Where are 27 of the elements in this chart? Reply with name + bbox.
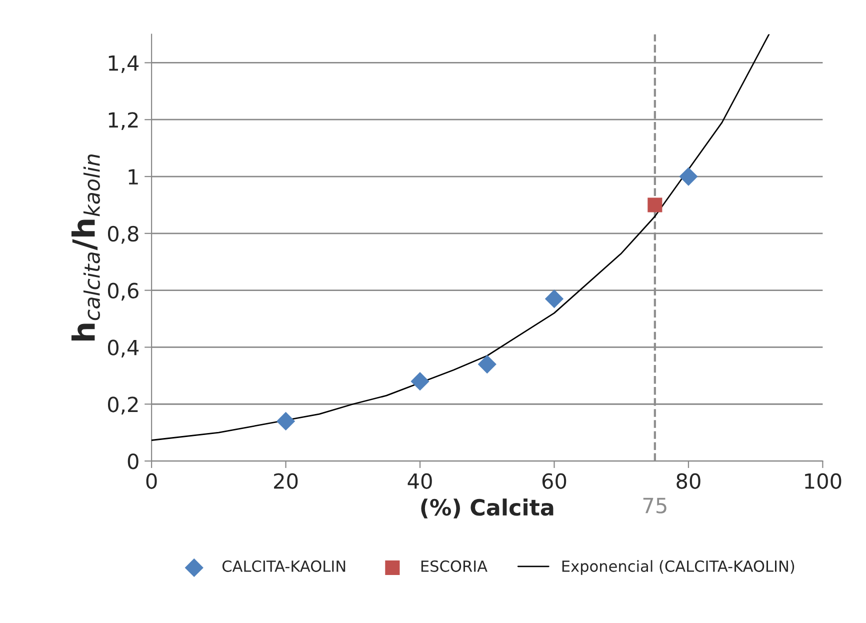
- y-axis-title: h$_{calcita}$/h$_{kaolin}$: [71, 154, 100, 341]
- ref-line-label: 75: [643, 498, 666, 514]
- x-tick-label: 20: [274, 473, 298, 489]
- y-tick-label: 0,2: [108, 396, 138, 414]
- line-series: [152, 34, 770, 441]
- y-tick-label: 0,6: [108, 282, 138, 301]
- x-tick-label: 80: [676, 473, 700, 489]
- y-tick-label: 1,4: [108, 55, 139, 74]
- y-tick-label: 0,8: [108, 226, 138, 244]
- point: [410, 372, 430, 391]
- y-tick-label: 1: [128, 169, 138, 184]
- x-tick-label: 60: [542, 473, 566, 489]
- x-tick-label: 100: [805, 473, 842, 489]
- y-tick-label: 0,4: [108, 340, 139, 358]
- legend-label: CALCITA-KAOLIN: [222, 560, 346, 572]
- y-tick-label: 0: [128, 453, 138, 470]
- point: [276, 412, 296, 431]
- legend-label: Exponencial (CALCITA-KAOLIN): [562, 560, 794, 575]
- point: [679, 167, 698, 186]
- point: [648, 198, 662, 212]
- y-tick-label: 1,2: [108, 112, 138, 130]
- x-tick-label: 0: [146, 473, 157, 489]
- x-tick-label: 40: [408, 473, 432, 489]
- x-axis-title: (%) Calcita: [421, 498, 554, 518]
- legend-label: ESCORIA: [421, 560, 488, 572]
- point: [544, 290, 564, 308]
- point: [478, 354, 496, 374]
